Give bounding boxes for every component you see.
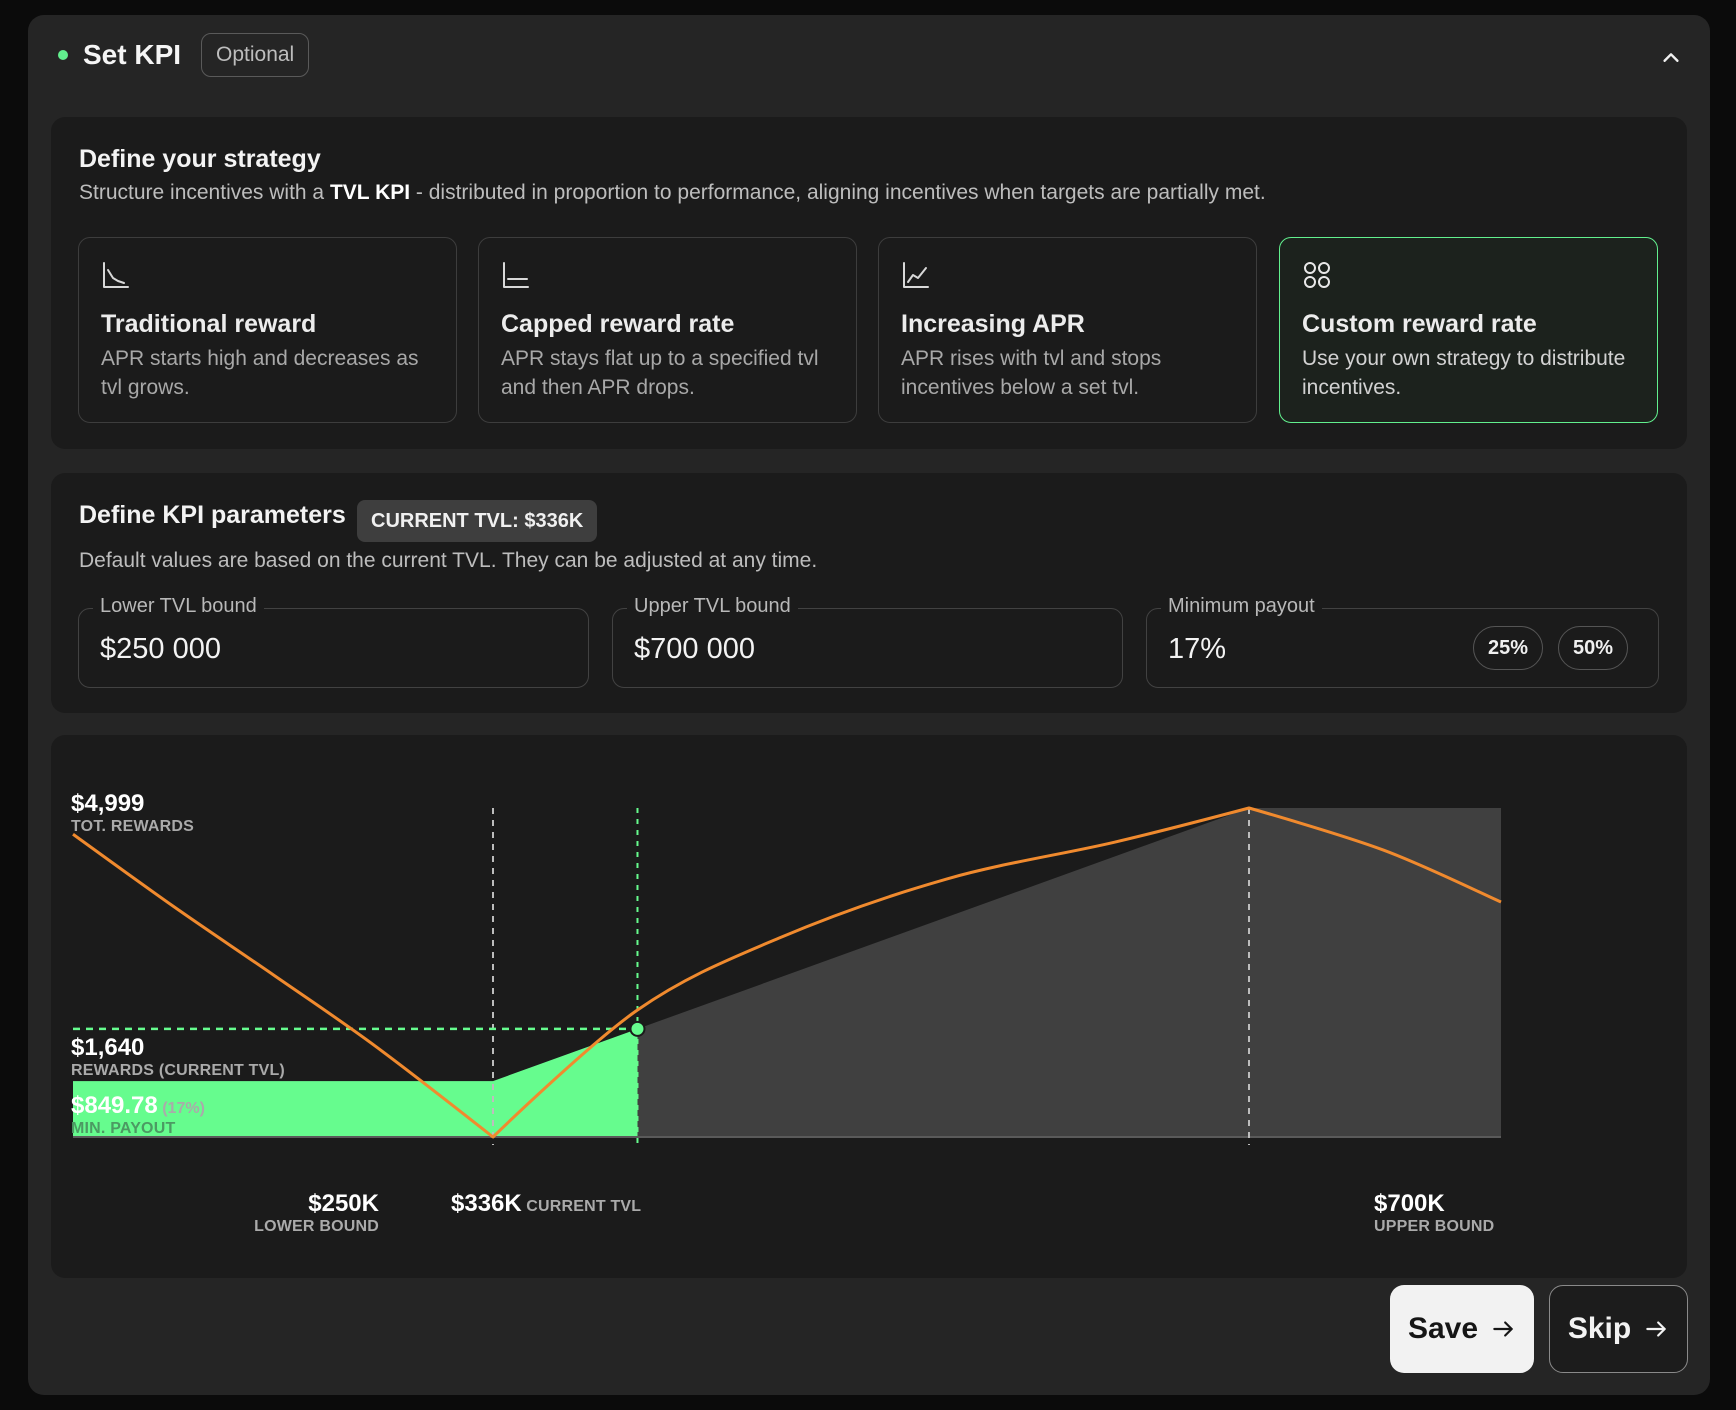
params-description: Default values are based on the current …: [79, 549, 818, 572]
total-rewards-value: $4,999: [71, 790, 145, 817]
projected-rewards-area: [73, 808, 1501, 1137]
upper-tvl-bound-field[interactable]: Upper TVL bound $700 000: [612, 595, 1123, 688]
skip-label: Skip: [1567, 1312, 1632, 1345]
option-description: Use your own strategy to distribute ince…: [1302, 347, 1626, 399]
field-label: Upper TVL bound: [627, 595, 798, 618]
lower-bound-label: $250K LOWER BOUND: [233, 1190, 379, 1236]
option-title: Capped reward rate: [501, 310, 735, 338]
lower-tvl-bound-input[interactable]: $250 000: [100, 633, 221, 665]
capped-chart-icon: [503, 262, 529, 288]
field-label: Minimum payout: [1161, 595, 1322, 618]
option-custom-reward-rate[interactable]: Custom reward rate Use your own strategy…: [1279, 237, 1658, 423]
chevron-up-icon: [1663, 53, 1679, 62]
skip-button[interactable]: Skip: [1549, 1285, 1688, 1373]
payout-chip-25[interactable]: 25%: [1473, 626, 1544, 670]
set-kpi-panel: Set KPI Optional Define your strategy St…: [28, 15, 1710, 1395]
strategy-description: Structure incentives with a TVL KPI - di…: [79, 181, 1266, 204]
lower-tvl-bound-field[interactable]: Lower TVL bound $250 000: [78, 595, 589, 688]
tvl-kpi-highlight: TVL KPI: [329, 181, 411, 204]
apr-curve-line: [72, 806, 1502, 1139]
lower-bound-value: $250K: [308, 1190, 379, 1217]
option-title: Increasing APR: [901, 310, 1085, 338]
payout-chip-50[interactable]: 50%: [1558, 626, 1629, 670]
current-rewards-value: $1,640: [71, 1034, 145, 1061]
upper-tvl-bound-input[interactable]: $700 000: [634, 633, 755, 665]
arrow-right-icon: [1646, 1321, 1666, 1337]
minimum-payout-input[interactable]: 17%: [1168, 633, 1227, 665]
current-rewards-caption: REWARDS (CURRENT TVL): [71, 1062, 285, 1079]
arrow-right-icon: [1493, 1321, 1513, 1337]
strategy-card: Define your strategy Structure incentive…: [51, 117, 1687, 449]
upper-bound-caption: UPPER BOUND: [1374, 1218, 1495, 1235]
current-tvl-badge: CURRENT TVL: $336K: [357, 500, 598, 542]
minimum-payout-field[interactable]: Minimum payout 17% 25% 50%: [1146, 595, 1659, 688]
save-button[interactable]: Save: [1390, 1285, 1534, 1373]
field-label: Lower TVL bound: [93, 595, 264, 618]
earned-rewards-area: [73, 1028, 638, 1137]
min-payout-percent: (17%): [162, 1100, 205, 1117]
current-rewards-label: $1,640 REWARDS (CURRENT TVL): [71, 1034, 285, 1080]
strategy-title: Define your strategy: [79, 145, 321, 173]
rewards-chart: [72, 806, 1502, 1145]
min-payout-value: $849.78: [71, 1092, 158, 1119]
decreasing-chart-icon: [103, 262, 129, 288]
params-title: Define KPI parameters: [79, 501, 346, 529]
option-increasing-apr[interactable]: Increasing APR APR rises with tvl and st…: [878, 237, 1257, 423]
option-description: APR starts high and decreases as tvl gro…: [101, 347, 419, 399]
total-rewards-label: $4,999 TOT. REWARDS: [71, 790, 194, 836]
save-label: Save: [1407, 1312, 1479, 1345]
current-tvl-marker: [629, 1020, 646, 1037]
increasing-chart-icon: [903, 262, 929, 288]
current-tvl-caption: CURRENT TVL: [526, 1198, 642, 1215]
total-rewards-caption: TOT. REWARDS: [71, 818, 195, 835]
min-payout-label: $849.78 (17%) MIN. PAYOUT: [71, 1092, 205, 1138]
option-title: Traditional reward: [101, 310, 317, 338]
lower-bound-caption: LOWER BOUND: [254, 1218, 379, 1235]
upper-bound-value: $700K: [1374, 1190, 1445, 1217]
option-description: APR stays flat up to a specified tvl and…: [501, 347, 819, 399]
kpi-parameters-card: Define KPI parameters CURRENT TVL: $336K…: [51, 473, 1687, 713]
optional-badge: Optional: [201, 33, 310, 77]
option-capped-reward-rate[interactable]: Capped reward rate APR stays flat up to …: [478, 237, 857, 423]
option-description: APR rises with tvl and stops incentives …: [901, 347, 1162, 399]
rewards-chart-card: $4,999 TOT. REWARDS $1,640 REWARDS (CURR…: [51, 735, 1687, 1278]
grid-icon: [1304, 262, 1330, 288]
current-tvl-value: $336K: [451, 1190, 522, 1217]
section-title: Set KPI: [83, 39, 182, 70]
option-title: Custom reward rate: [1302, 310, 1537, 338]
collapse-button[interactable]: [1654, 41, 1688, 75]
status-dot: [58, 50, 68, 60]
current-tvl-label: $336K CURRENT TVL: [451, 1190, 641, 1218]
option-traditional-reward[interactable]: Traditional reward APR starts high and d…: [78, 237, 457, 423]
min-payout-caption: MIN. PAYOUT: [71, 1120, 176, 1137]
upper-bound-label: $700K UPPER BOUND: [1374, 1190, 1494, 1236]
